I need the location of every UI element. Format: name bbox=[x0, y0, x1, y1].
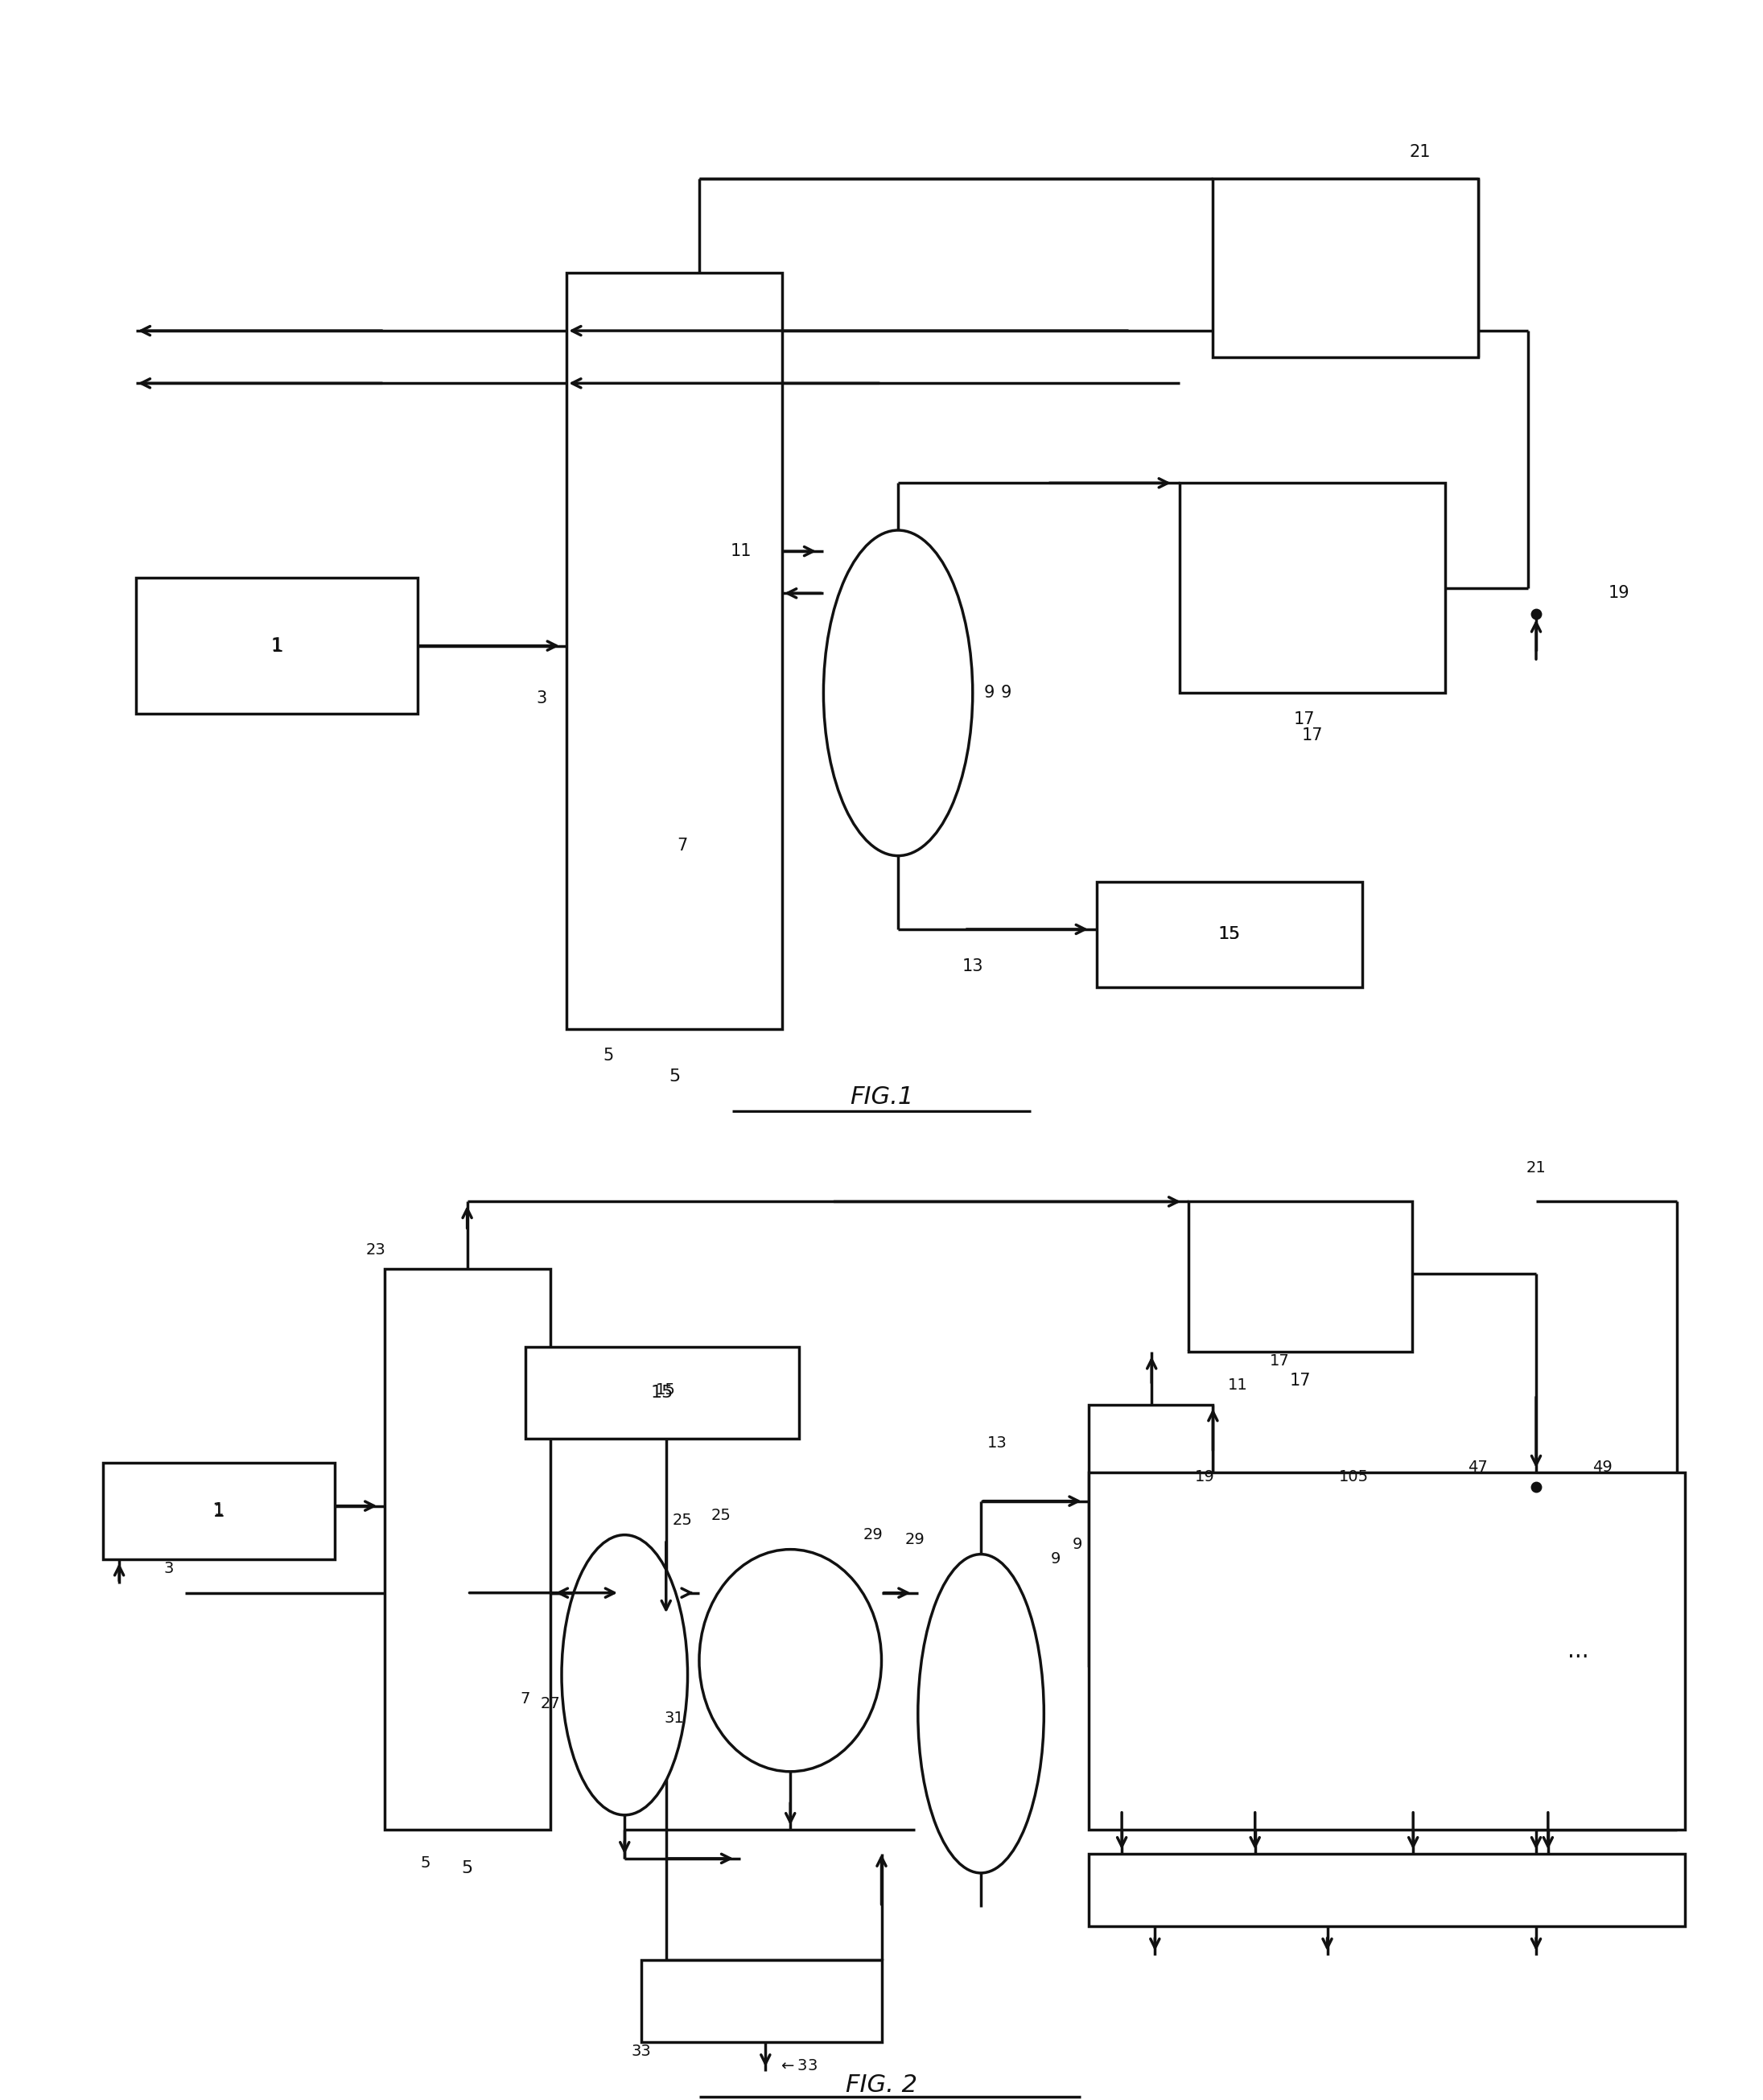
Bar bbox=[1179, 483, 1446, 693]
Text: 21: 21 bbox=[1409, 145, 1432, 160]
Text: 5: 5 bbox=[462, 1861, 472, 1875]
Text: 3: 3 bbox=[164, 1560, 175, 1577]
Text: 23: 23 bbox=[367, 1243, 386, 1258]
Text: 9: 9 bbox=[1000, 685, 1012, 701]
Text: 1: 1 bbox=[270, 636, 284, 655]
Bar bbox=[1188, 1201, 1412, 1352]
Ellipse shape bbox=[823, 529, 973, 857]
Text: 5: 5 bbox=[668, 1069, 681, 1084]
Text: 5: 5 bbox=[421, 1856, 430, 1871]
Ellipse shape bbox=[919, 1554, 1044, 1873]
Text: FIG.1: FIG.1 bbox=[850, 1086, 913, 1109]
Text: 1: 1 bbox=[212, 1502, 226, 1520]
Bar bbox=[1090, 1472, 1685, 1829]
Text: 9: 9 bbox=[1072, 1537, 1082, 1552]
Text: 21: 21 bbox=[1527, 1159, 1546, 1176]
Text: 17: 17 bbox=[1294, 712, 1315, 727]
Text: 9: 9 bbox=[984, 685, 994, 701]
Ellipse shape bbox=[562, 1535, 688, 1814]
Text: 17: 17 bbox=[1289, 1371, 1310, 1388]
Text: FIG. 2: FIG. 2 bbox=[846, 2075, 917, 2098]
Bar bbox=[1090, 1405, 1213, 1665]
Bar bbox=[642, 1959, 882, 2041]
Text: 25: 25 bbox=[710, 1508, 730, 1522]
Text: 11: 11 bbox=[730, 544, 751, 559]
Text: 19: 19 bbox=[1608, 586, 1629, 601]
Text: 15: 15 bbox=[656, 1382, 675, 1399]
Bar bbox=[1213, 179, 1477, 357]
Text: 29: 29 bbox=[864, 1527, 883, 1544]
Text: 7: 7 bbox=[677, 838, 688, 853]
Text: 7: 7 bbox=[520, 1691, 531, 1707]
Text: 29: 29 bbox=[904, 1533, 924, 1548]
Text: ...: ... bbox=[1567, 1640, 1588, 1661]
Text: 13: 13 bbox=[987, 1436, 1007, 1451]
Ellipse shape bbox=[700, 1550, 882, 1772]
Text: 5: 5 bbox=[603, 1048, 614, 1063]
Text: 31: 31 bbox=[665, 1711, 684, 1726]
Text: 27: 27 bbox=[539, 1697, 561, 1711]
Text: 105: 105 bbox=[1338, 1470, 1368, 1485]
Text: 1: 1 bbox=[272, 638, 282, 653]
Bar bbox=[1097, 882, 1363, 987]
Text: $\leftarrow$33: $\leftarrow$33 bbox=[777, 2058, 818, 2075]
Bar bbox=[1090, 1854, 1685, 1926]
Text: 47: 47 bbox=[1469, 1459, 1488, 1474]
Text: 17: 17 bbox=[1269, 1352, 1289, 1369]
Text: 9: 9 bbox=[1051, 1552, 1061, 1567]
Text: 15: 15 bbox=[1218, 926, 1239, 943]
Text: 15: 15 bbox=[651, 1384, 673, 1401]
Text: 3: 3 bbox=[536, 691, 547, 706]
Text: 25: 25 bbox=[673, 1512, 693, 1529]
Text: 17: 17 bbox=[1301, 727, 1322, 743]
Text: 13: 13 bbox=[963, 958, 984, 974]
Bar bbox=[384, 1268, 550, 1829]
Bar bbox=[525, 1346, 799, 1439]
Text: 19: 19 bbox=[1195, 1470, 1215, 1485]
Text: 1: 1 bbox=[213, 1504, 224, 1518]
Text: 33: 33 bbox=[631, 2043, 651, 2060]
Text: 11: 11 bbox=[1227, 1378, 1248, 1392]
Bar bbox=[566, 273, 783, 1029]
Bar bbox=[136, 578, 418, 714]
Text: 49: 49 bbox=[1592, 1459, 1613, 1474]
Text: 15: 15 bbox=[1218, 926, 1241, 943]
Bar bbox=[102, 1462, 335, 1558]
